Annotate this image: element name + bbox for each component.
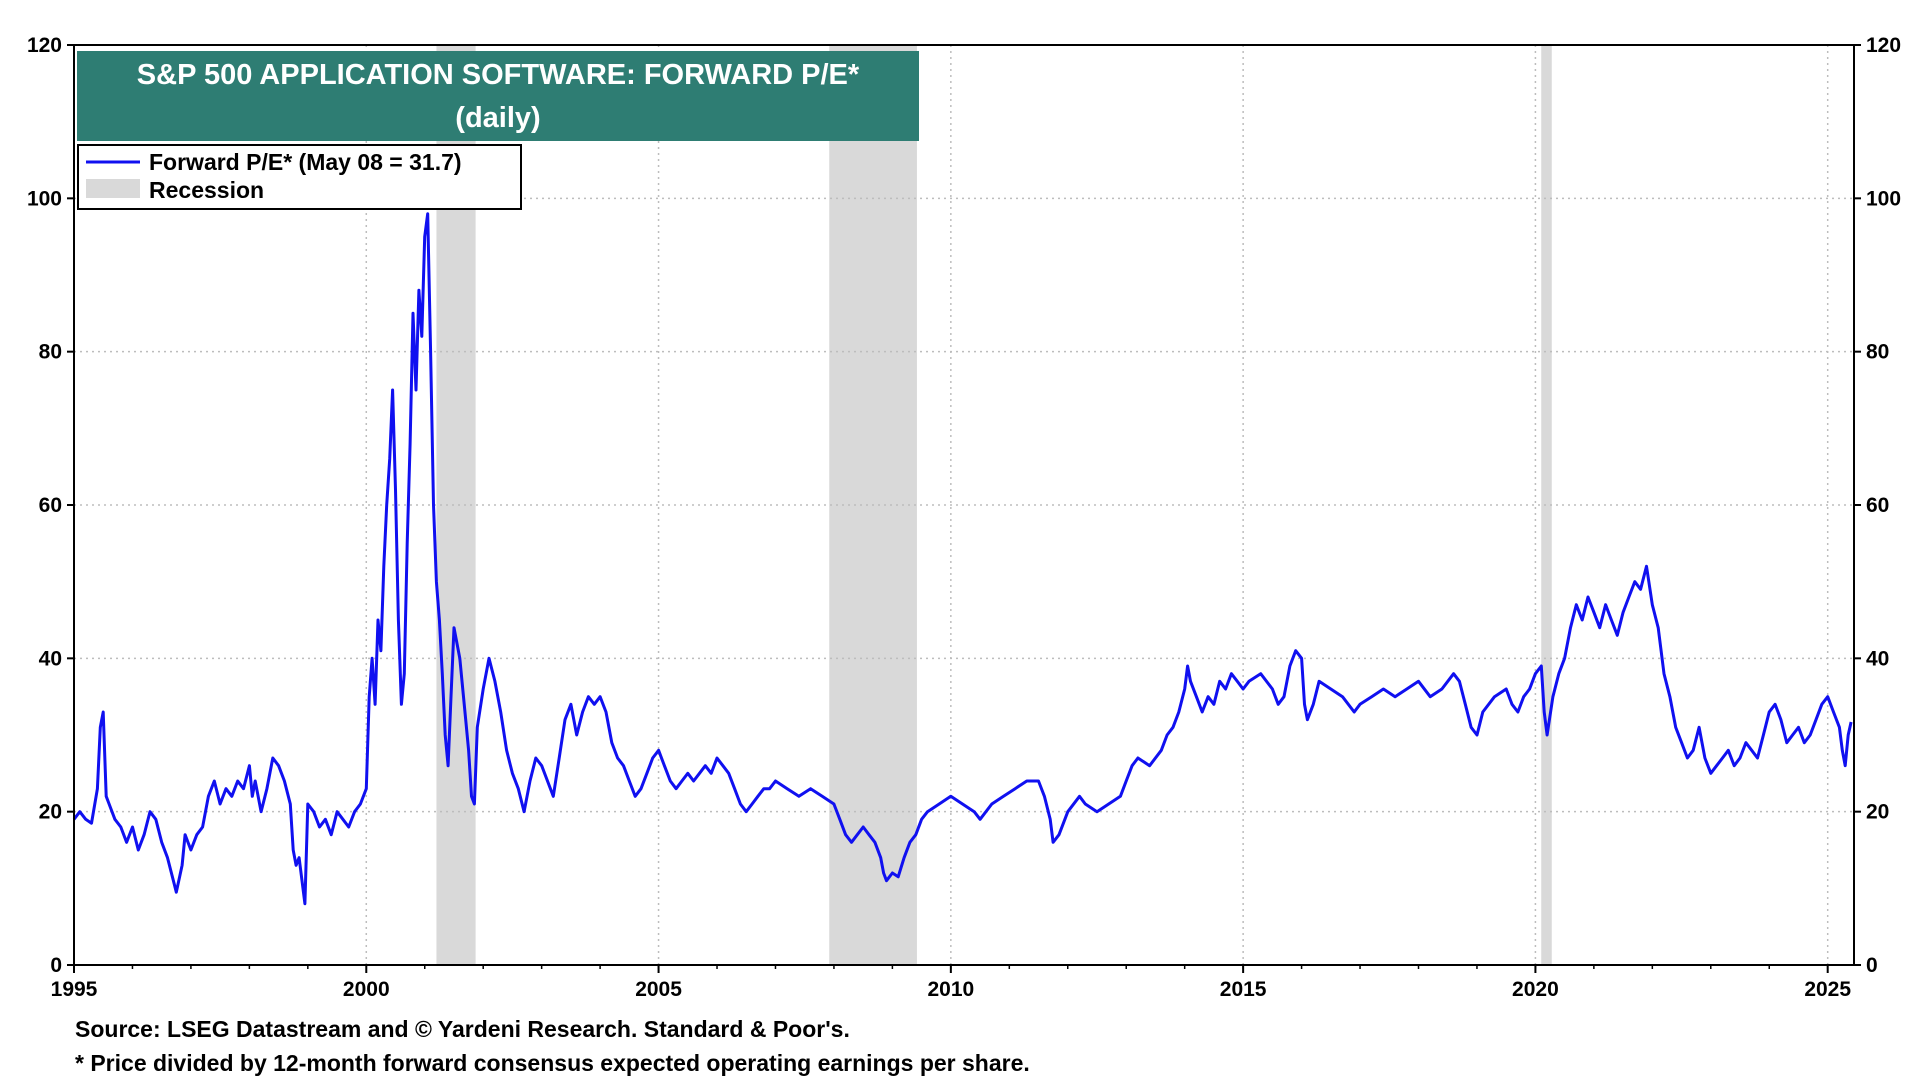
y-tick-label-right: 0	[1866, 954, 1878, 977]
chart-title-box: S&P 500 APPLICATION SOFTWARE: FORWARD P/…	[77, 51, 919, 141]
y-tick-label-right: 80	[1866, 341, 1889, 364]
x-tick-label: 2025	[1804, 978, 1851, 1001]
legend-recession-swatch	[86, 179, 140, 198]
x-tick-label: 2000	[343, 978, 390, 1001]
y-tick-label-left: 40	[39, 647, 62, 670]
x-tick-label: 2015	[1220, 978, 1267, 1001]
gridlines	[74, 45, 1854, 965]
y-tick-label-left: 80	[39, 341, 62, 364]
x-tick-label: 2020	[1512, 978, 1559, 1001]
series-line	[72, 212, 1853, 906]
legend-series-label: Forward P/E* (May 08 = 31.7)	[149, 149, 462, 175]
series-layer	[72, 212, 1853, 906]
y-tick-label-left: 120	[27, 34, 62, 57]
y-tick-label-right: 120	[1866, 34, 1901, 57]
y-tick-label-right: 100	[1866, 187, 1901, 210]
y-tick-label-left: 100	[27, 187, 62, 210]
y-tick-label-left: 0	[50, 954, 62, 977]
x-tick-label: 1995	[51, 978, 98, 1001]
x-tick-label: 2010	[927, 978, 974, 1001]
y-tick-label-left: 20	[39, 801, 62, 824]
chart-title: S&P 500 APPLICATION SOFTWARE: FORWARD P/…	[137, 59, 860, 91]
legend-recession-label: Recession	[149, 177, 264, 203]
definition-footnote: * Price divided by 12-month forward cons…	[75, 1050, 1030, 1076]
axes: 0 20 40 60 80 100 120 0 20 40 60 80 100 120 1995 2000 20…	[27, 34, 1901, 1001]
y-tick-label-right: 20	[1866, 801, 1889, 824]
x-tick-label: 2005	[635, 978, 682, 1001]
recession-band	[1541, 45, 1552, 965]
y-tick-label-left: 60	[39, 494, 62, 517]
y-tick-label-right: 60	[1866, 494, 1889, 517]
y-tick-label-right: 40	[1866, 647, 1889, 670]
legend: Forward P/E* (May 08 = 31.7) Recession	[77, 144, 522, 210]
chart-subtitle: (daily)	[455, 102, 540, 134]
title-background	[77, 51, 919, 141]
source-footnote: Source: LSEG Datastream and © Yardeni Re…	[75, 1016, 850, 1042]
legend-box	[77, 144, 522, 210]
